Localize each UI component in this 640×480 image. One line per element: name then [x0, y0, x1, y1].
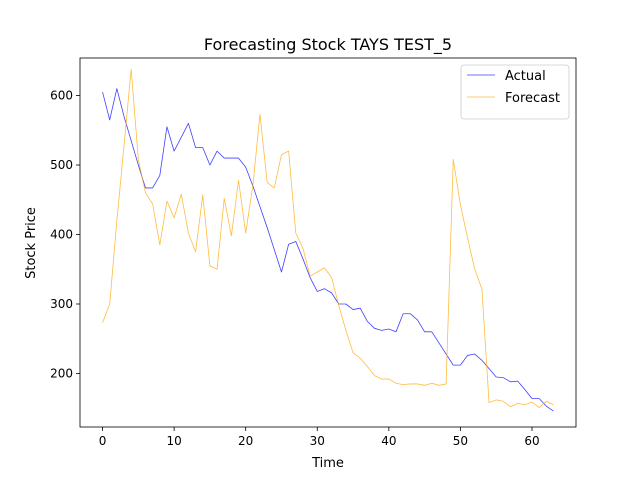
x-tick-label: 10 [166, 434, 181, 448]
y-tick-label: 600 [50, 89, 73, 103]
x-tick-label: 30 [310, 434, 325, 448]
y-axis-ticks: 200 300 400 500 600 [50, 89, 80, 380]
legend-label-actual: Actual [505, 69, 546, 84]
y-tick-label: 200 [50, 366, 73, 380]
plot-area [79, 57, 577, 428]
x-tick-label: 20 [238, 434, 253, 448]
series-line-actual [102, 88, 554, 412]
y-tick-label: 400 [50, 228, 73, 242]
y-tick-label: 500 [50, 158, 73, 172]
axes-frame [79, 57, 577, 428]
y-tick-label: 300 [50, 297, 73, 311]
x-tick-label: 50 [453, 434, 468, 448]
x-tick-label: 40 [381, 434, 396, 448]
x-axis-label: Time [311, 456, 344, 471]
series-line-forecast [102, 68, 554, 408]
legend: Actual Forecast [460, 64, 570, 120]
chart-title: Forecasting Stock TAYS TEST_5 [204, 35, 452, 55]
legend-box [460, 64, 570, 120]
x-axis-ticks: 0 10 20 30 40 50 60 [99, 427, 540, 448]
x-tick-label: 60 [524, 434, 539, 448]
legend-label-forecast: Forecast [505, 91, 560, 106]
x-tick-label: 0 [99, 434, 107, 448]
y-axis-label: Stock Price [24, 207, 39, 279]
